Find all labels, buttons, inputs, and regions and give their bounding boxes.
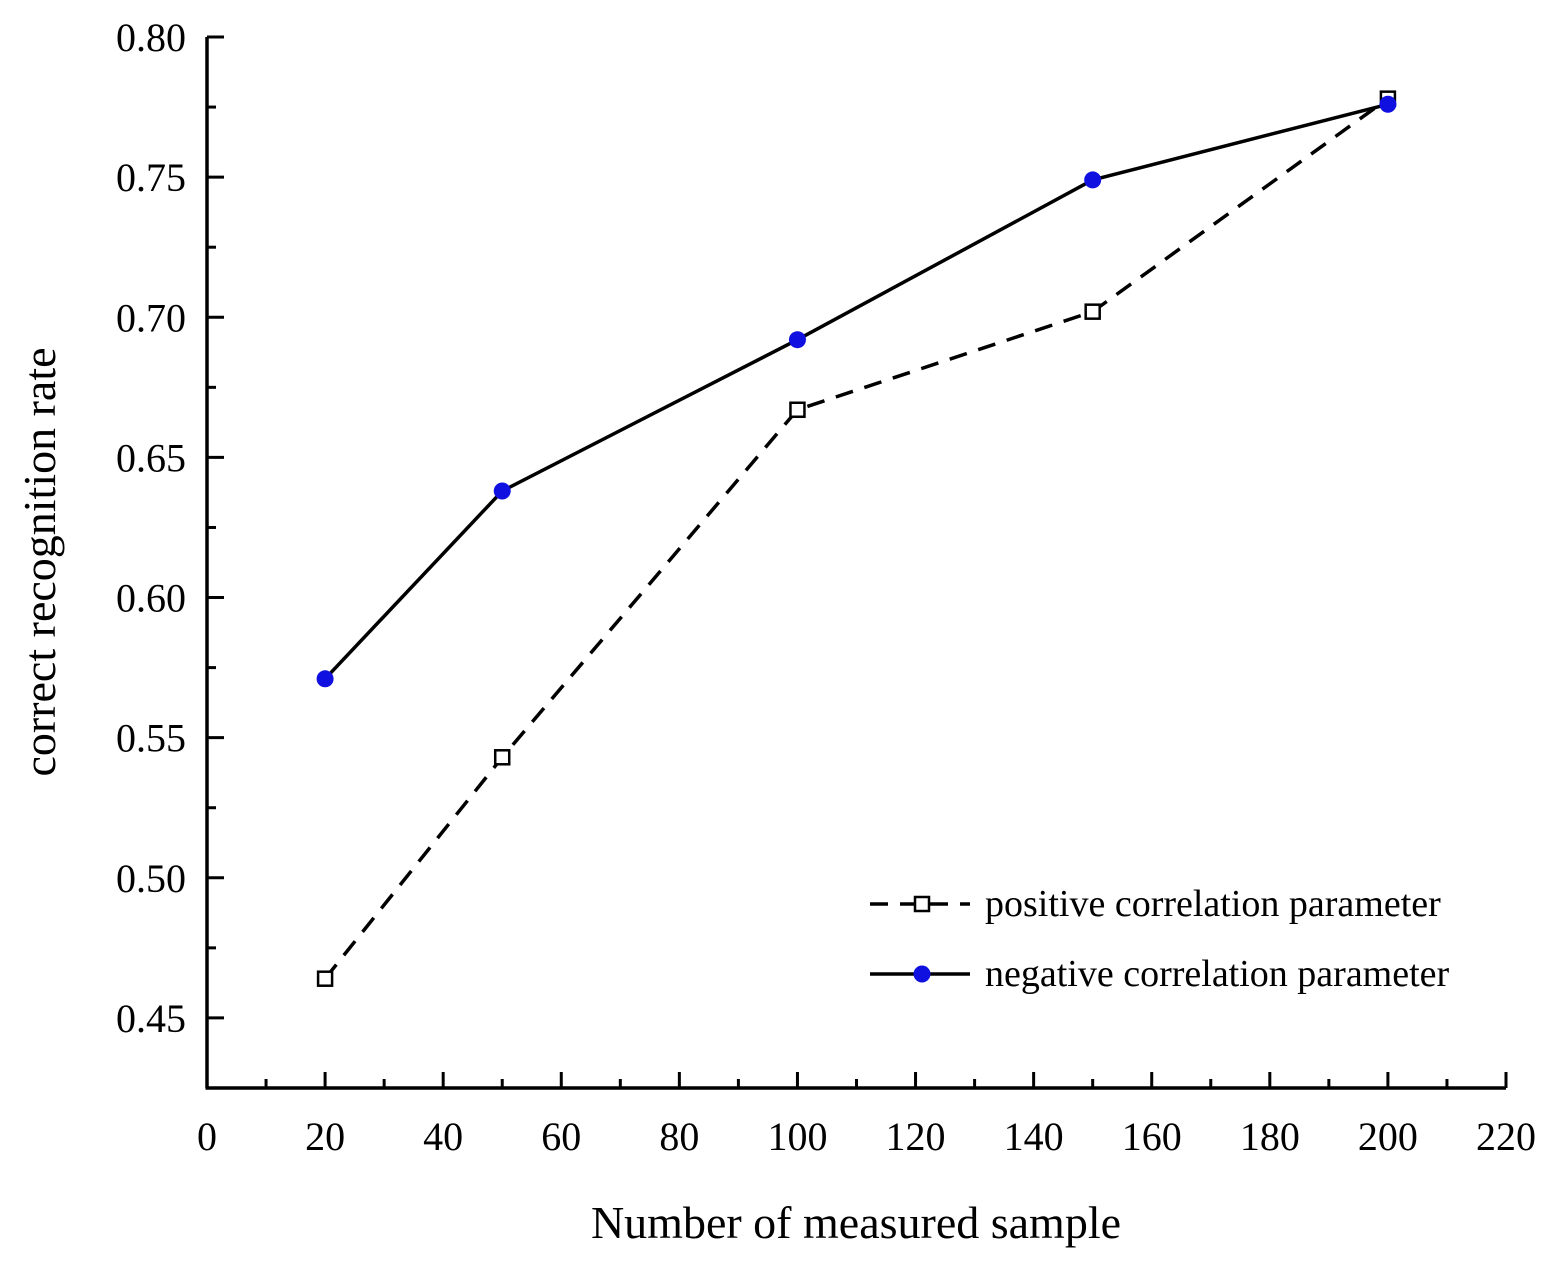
- y-tick-label: 0.80: [116, 15, 186, 60]
- legend: positive correlation parameter negative c…: [870, 883, 1450, 995]
- data-point-circle: [788, 331, 806, 349]
- x-tick-label: 20: [305, 1114, 345, 1159]
- series-line: [323, 102, 1389, 681]
- y-tick-label: 0.60: [116, 576, 186, 621]
- data-point-circle: [1379, 95, 1397, 113]
- x-tick-label: 0: [197, 1114, 217, 1159]
- y-tick-label: 0.65: [116, 435, 186, 480]
- y-tick-label: 0.75: [116, 155, 186, 200]
- x-tick-label: 100: [767, 1114, 827, 1159]
- data-point-square: [493, 749, 511, 766]
- x-axis-title: Number of measured sample: [591, 1197, 1121, 1248]
- legend-item-negative: negative correlation parameter: [870, 953, 1450, 995]
- x-tick-label: 160: [1122, 1114, 1182, 1159]
- y-tick-label: 0.55: [116, 716, 186, 761]
- x-tick-label: 200: [1358, 1114, 1418, 1159]
- x-tick-label: 80: [659, 1114, 699, 1159]
- y-axis-title: correct recognition rate: [14, 347, 65, 776]
- data-point-square: [789, 401, 806, 419]
- legend-marker-square: [913, 895, 931, 913]
- data-point-square: [1084, 303, 1101, 320]
- y-tick-label: 0.45: [116, 996, 186, 1041]
- series-line: [323, 97, 1389, 980]
- x-tick-label: 180: [1240, 1114, 1300, 1159]
- y-tick-label: 0.70: [116, 295, 186, 340]
- y-tick-label: 0.50: [116, 856, 186, 901]
- x-tick-label: 40: [423, 1114, 463, 1159]
- x-tick-label: 60: [541, 1114, 581, 1159]
- legend-marker-circle: [913, 965, 931, 983]
- data-point-circle: [316, 670, 334, 688]
- data-point-square: [316, 970, 334, 987]
- x-tick-label: 220: [1476, 1114, 1536, 1159]
- axes: 0 20 40 60 80 100 120 140 160 180 200 220 0.45 0.50 0.…: [116, 15, 1536, 1159]
- data-point-circle: [493, 482, 511, 500]
- series-layer: [316, 90, 1397, 987]
- series-negative: [316, 95, 1397, 688]
- x-tick-label: 120: [886, 1114, 946, 1159]
- legend-label: negative correlation parameter: [985, 953, 1450, 995]
- legend-label: positive correlation parameter: [985, 883, 1441, 925]
- legend-item-positive: positive correlation parameter: [870, 883, 1441, 925]
- data-point-circle: [1084, 171, 1102, 189]
- x-tick-label: 140: [1004, 1114, 1064, 1159]
- series-positive: [316, 90, 1397, 987]
